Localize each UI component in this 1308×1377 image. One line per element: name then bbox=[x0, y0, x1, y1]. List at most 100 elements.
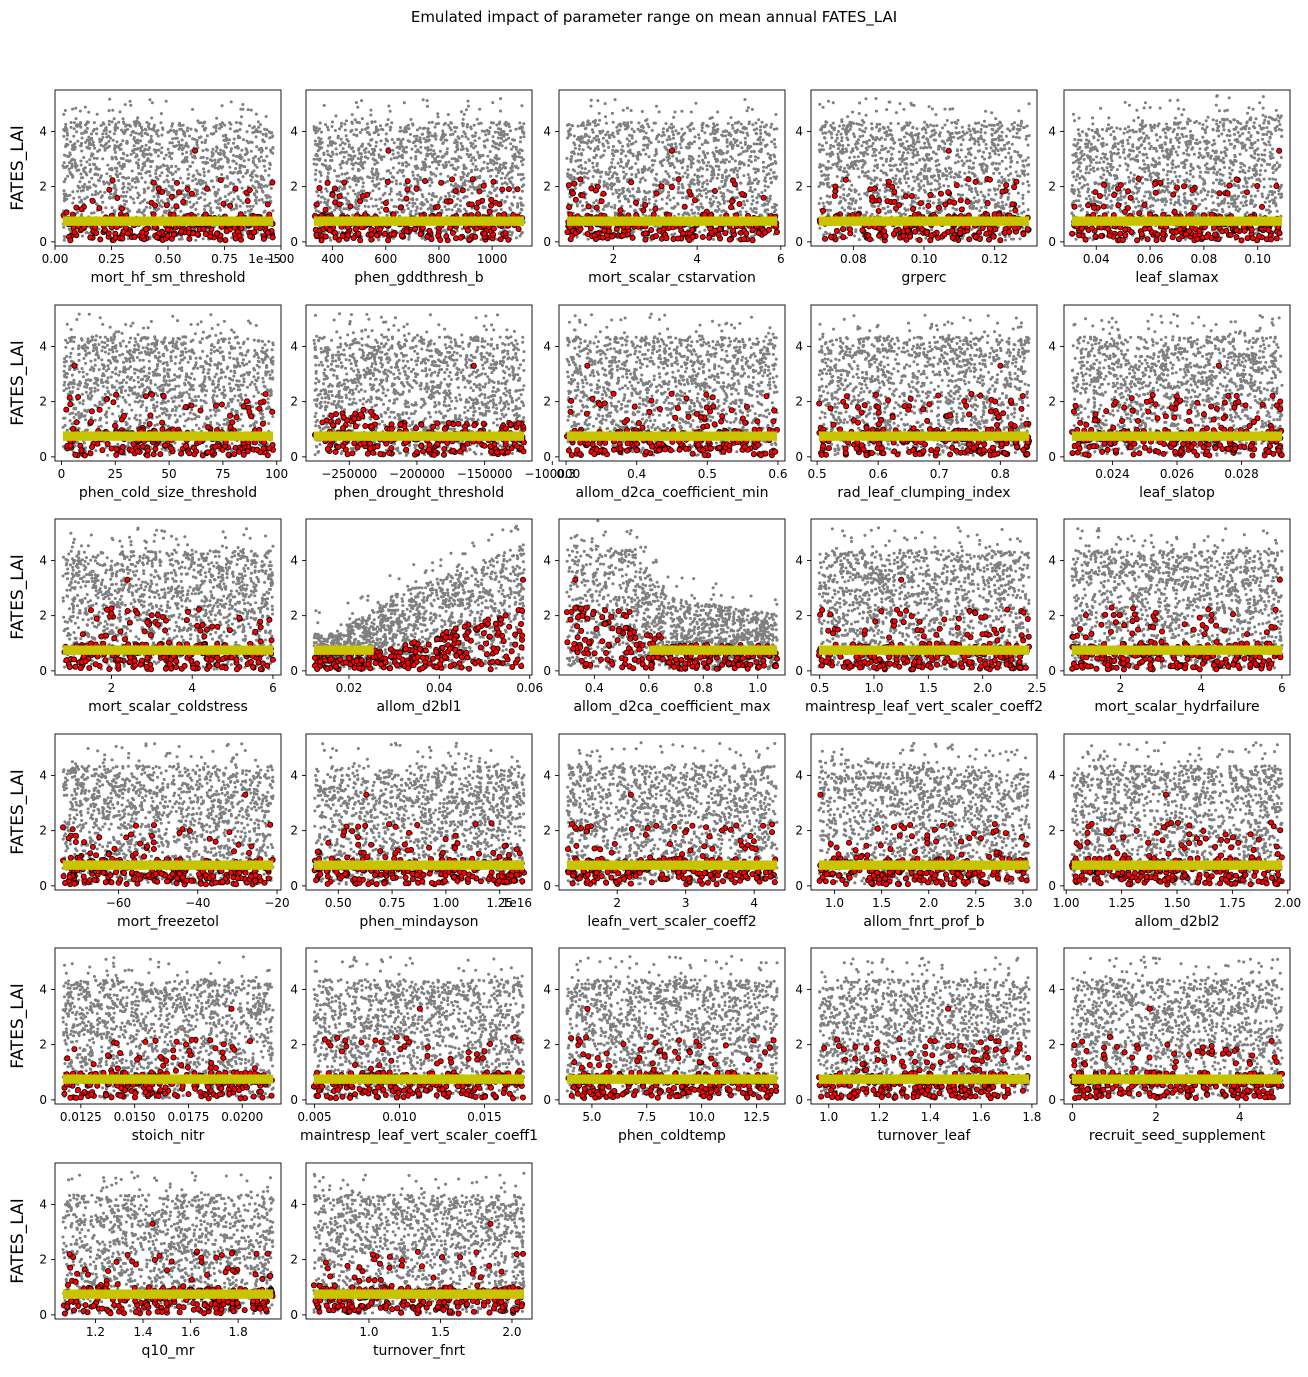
highlight-point bbox=[144, 452, 151, 459]
highlight-point bbox=[711, 187, 718, 194]
highlight-point bbox=[498, 616, 505, 623]
x-axis-label: maintresp_leaf_vert_scaler_coeff2 bbox=[805, 699, 1043, 715]
highlight-point bbox=[645, 654, 652, 661]
highlight-point bbox=[433, 664, 440, 671]
highlight-point bbox=[567, 408, 574, 415]
highlight-point bbox=[760, 657, 767, 664]
highlight-point bbox=[124, 230, 131, 237]
highlight-point bbox=[875, 207, 882, 214]
highlight-point bbox=[72, 839, 79, 846]
y-tick-label: 2 bbox=[795, 609, 803, 623]
highlight-point bbox=[922, 441, 929, 448]
highlight-point bbox=[1104, 446, 1111, 453]
highlight-point bbox=[197, 880, 204, 887]
highlight-point bbox=[173, 658, 180, 665]
highlight-point bbox=[1190, 664, 1197, 671]
highlight-point bbox=[569, 880, 576, 887]
highlight-point bbox=[564, 229, 571, 236]
highlight-point bbox=[1208, 211, 1215, 218]
highlight-point bbox=[114, 656, 121, 663]
highlight-point bbox=[1180, 440, 1187, 447]
highlight-point bbox=[501, 843, 508, 850]
highlight-point bbox=[584, 871, 591, 878]
highlight-point bbox=[1001, 229, 1008, 236]
highlight-point bbox=[1070, 634, 1077, 641]
highlight-point bbox=[958, 206, 965, 213]
highlight-point bbox=[71, 880, 78, 887]
highlight-point bbox=[1168, 404, 1175, 411]
highlight-point bbox=[728, 204, 735, 211]
highlight-point bbox=[1149, 392, 1156, 399]
highlight-point bbox=[972, 178, 979, 185]
highlight-point bbox=[426, 227, 433, 234]
highlight-point bbox=[118, 448, 125, 455]
highlight-point bbox=[648, 661, 655, 668]
highlight-point bbox=[104, 440, 111, 447]
highlight-point bbox=[825, 627, 832, 634]
points-layer bbox=[564, 98, 781, 244]
x-tick-label: 0.8 bbox=[694, 681, 713, 695]
highlight-point bbox=[1250, 418, 1257, 425]
highlight-point bbox=[972, 610, 979, 617]
highlight-point bbox=[469, 176, 476, 183]
highlight-point bbox=[153, 234, 160, 241]
highlight-point bbox=[861, 658, 868, 665]
points-layer bbox=[61, 312, 276, 459]
highlight-point bbox=[818, 662, 825, 669]
highlight-point bbox=[206, 835, 213, 842]
highlight-point bbox=[1127, 194, 1134, 201]
highlight-point bbox=[1259, 401, 1266, 408]
highlight-point bbox=[257, 638, 264, 645]
yellow-band bbox=[62, 216, 274, 226]
highlight-point bbox=[364, 854, 371, 861]
highlight-point bbox=[93, 852, 100, 859]
highlight-point bbox=[1213, 639, 1220, 646]
highlight-point bbox=[1173, 400, 1180, 407]
highlight-point bbox=[1227, 231, 1234, 238]
highlight-point bbox=[652, 205, 659, 212]
highlight-point bbox=[639, 661, 646, 668]
highlight-point bbox=[329, 191, 336, 198]
highlight-point bbox=[350, 234, 357, 241]
highlight-point bbox=[1276, 230, 1283, 237]
x-offset-text: 1e−5 bbox=[248, 252, 281, 266]
yellow-band bbox=[313, 216, 525, 226]
highlight-point bbox=[473, 204, 480, 211]
highlight-point bbox=[108, 879, 115, 886]
highlight-point bbox=[936, 204, 943, 211]
highlight-point bbox=[572, 604, 579, 611]
highlight-point bbox=[473, 225, 480, 232]
highlight-point bbox=[186, 450, 193, 457]
highlight-point bbox=[195, 606, 202, 613]
highlight-point bbox=[247, 233, 254, 240]
highlight-point bbox=[213, 230, 220, 237]
x-tick-label: 0.6 bbox=[768, 467, 787, 481]
x-tick-label: 1.5 bbox=[919, 681, 938, 695]
highlight-point bbox=[1244, 235, 1251, 242]
highlight-point bbox=[464, 629, 471, 636]
highlight-point bbox=[601, 447, 608, 454]
highlight-point bbox=[600, 190, 607, 197]
highlight-point bbox=[1241, 444, 1248, 451]
highlight-point bbox=[736, 200, 743, 207]
highlight-point bbox=[896, 201, 903, 208]
points-layer bbox=[61, 526, 276, 673]
highlight-point bbox=[357, 237, 364, 244]
highlight-point bbox=[711, 421, 718, 428]
highlight-point bbox=[742, 873, 749, 880]
highlight-point bbox=[696, 870, 703, 877]
highlight-point bbox=[419, 665, 426, 672]
yellow-band bbox=[313, 431, 525, 441]
highlight-point bbox=[1148, 638, 1155, 645]
highlight-point bbox=[1024, 616, 1031, 623]
highlight-point bbox=[360, 406, 367, 413]
highlight-point bbox=[934, 653, 941, 660]
highlight-point bbox=[395, 653, 402, 660]
highlight-point bbox=[762, 875, 769, 882]
points-layer bbox=[1069, 312, 1285, 459]
highlight-point bbox=[914, 627, 921, 634]
highlight-point bbox=[619, 664, 626, 671]
highlight-point bbox=[1013, 178, 1020, 185]
highlight-point bbox=[368, 423, 375, 430]
highlight-point bbox=[900, 619, 907, 626]
